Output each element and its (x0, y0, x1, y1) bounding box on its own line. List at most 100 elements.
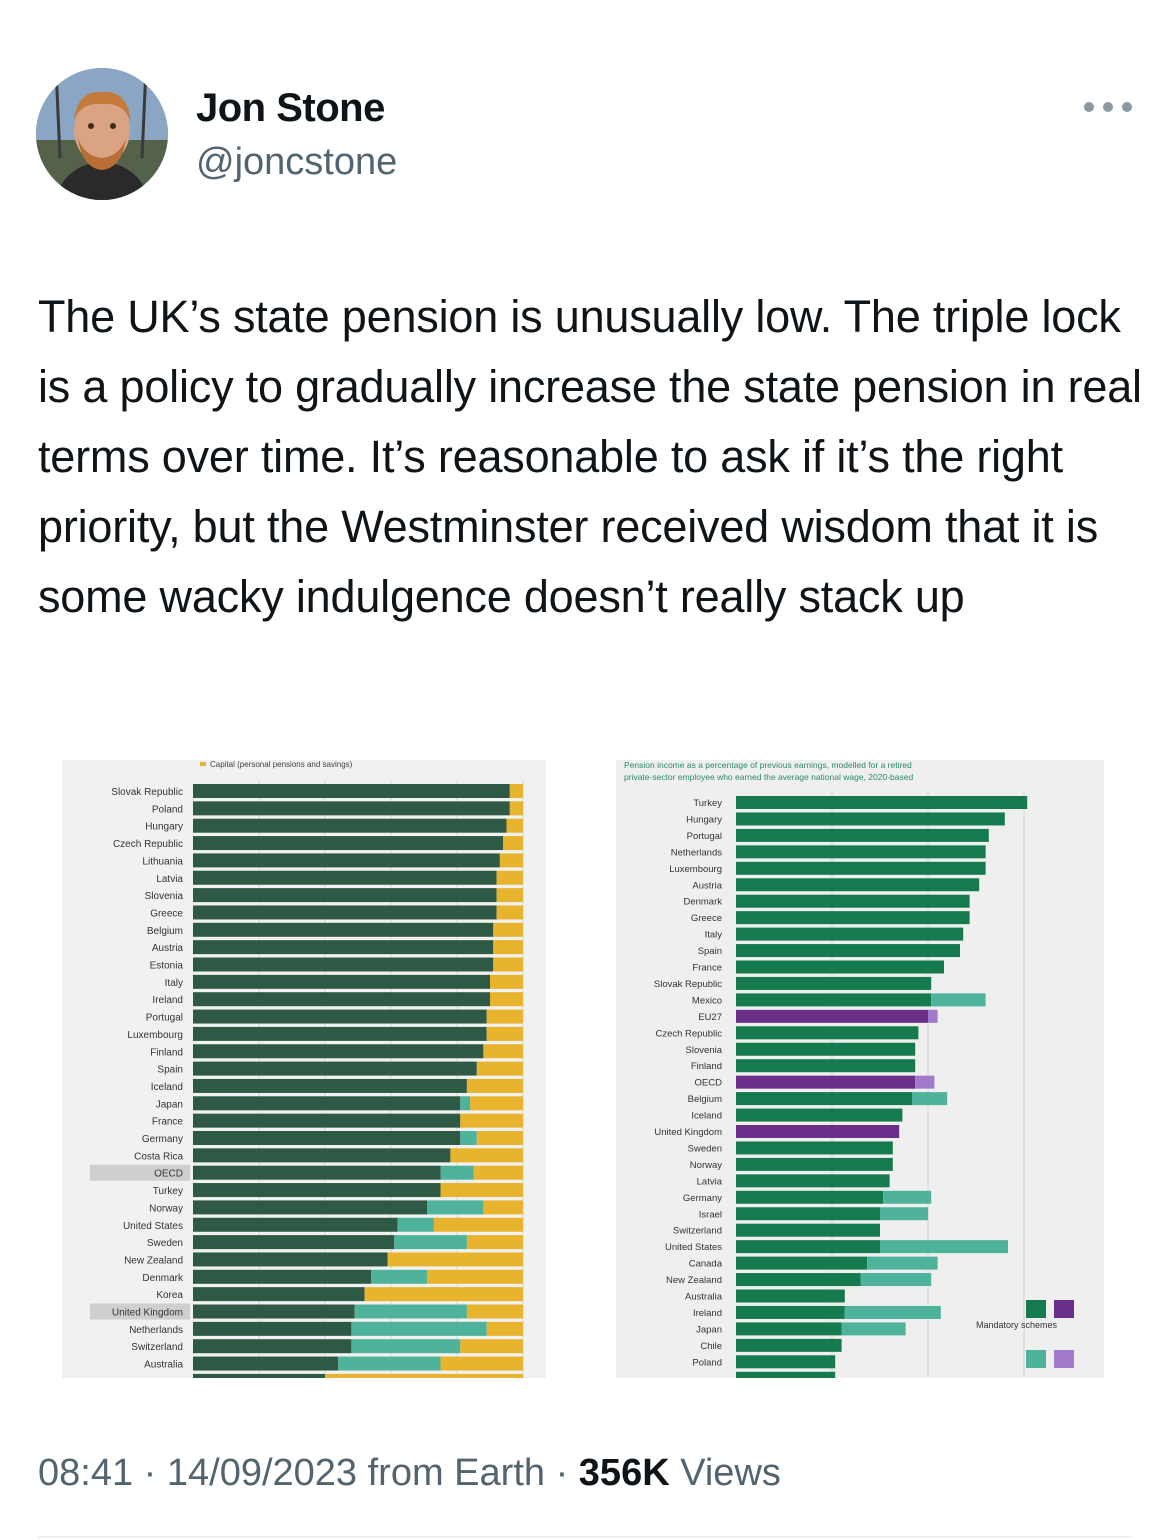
tick-label: Estonia (150, 961, 184, 972)
tick-label: Finland (150, 1047, 183, 1058)
tick-label: Italy (705, 930, 723, 941)
highlight-band (90, 1164, 190, 1181)
tick-label: Latvia (697, 1176, 723, 1187)
bar (427, 1269, 523, 1284)
bar (193, 1044, 484, 1059)
tweet-date[interactable]: 14/09/2023 (166, 1452, 358, 1494)
bar (736, 1125, 900, 1138)
bar (351, 1321, 487, 1336)
tick-label: Iceland (151, 1082, 183, 1093)
bar (476, 1061, 523, 1076)
bar (736, 944, 960, 958)
bar (736, 1108, 903, 1122)
bar (486, 1009, 523, 1024)
tick-label: Poland (152, 804, 183, 815)
tick-label: Sweden (688, 1143, 722, 1154)
bar (509, 784, 523, 798)
tweet-source: from Earth (367, 1452, 546, 1494)
bar (736, 1190, 884, 1204)
bar (496, 870, 523, 885)
bar (496, 888, 523, 903)
bar (470, 1096, 523, 1111)
tweet-time[interactable]: 08:41 (38, 1452, 134, 1494)
bar (490, 992, 523, 1007)
tick-label: France (692, 963, 722, 974)
tick-label: Sweden (147, 1238, 183, 1249)
bar-partial (193, 1373, 325, 1378)
bar (841, 1322, 906, 1336)
tick-label: Austria (152, 943, 184, 954)
bar (880, 1240, 1008, 1254)
tick-label: Greece (691, 913, 722, 924)
tick-label: Spain (698, 946, 722, 957)
bar (193, 940, 494, 955)
tick-label: Czech Republic (113, 839, 183, 850)
tick-label: Slovenia (686, 1045, 723, 1056)
tick-label: Japan (696, 1324, 722, 1335)
tick-label: Slovenia (145, 891, 184, 902)
author-handle[interactable]: @joncstone (196, 141, 398, 183)
tick-label: Australia (144, 1360, 183, 1371)
bar (880, 1207, 928, 1221)
tick-label: Portugal (146, 1013, 183, 1024)
tick-label: EU27 (698, 1012, 722, 1023)
bar (193, 1165, 441, 1180)
bar (193, 1217, 398, 1232)
bar (844, 1305, 941, 1319)
tick-label: Finland (691, 1061, 722, 1072)
bar (193, 818, 507, 833)
bar (394, 1235, 467, 1250)
legend-swatch-voluntary (1026, 1350, 1046, 1368)
tick-label: Korea (156, 1290, 183, 1301)
views-label[interactable]: Views (680, 1452, 781, 1494)
avatar[interactable] (36, 68, 168, 200)
bar (493, 940, 523, 955)
bar (736, 1223, 880, 1237)
legend-swatch-mandatory (1026, 1300, 1046, 1318)
bar (466, 1235, 523, 1250)
bar (193, 853, 500, 868)
bar (193, 1148, 451, 1163)
bar (193, 1269, 372, 1284)
bar (193, 992, 490, 1007)
views-count[interactable]: 356K (578, 1452, 670, 1494)
bar (193, 1009, 487, 1024)
bar (193, 1113, 461, 1128)
tick-label: Germany (683, 1193, 722, 1204)
tick-label: Hungary (145, 822, 183, 833)
bar (193, 1287, 365, 1302)
author-name[interactable]: Jon Stone (196, 86, 385, 130)
bar (736, 894, 970, 908)
bar (509, 801, 523, 816)
bar (193, 1356, 339, 1371)
bar (883, 1190, 932, 1204)
bar (736, 1174, 890, 1188)
tick-label: OECD (154, 1169, 183, 1180)
bar (736, 1092, 912, 1106)
bar (736, 1305, 845, 1319)
tick-label: Slovak Republic (111, 787, 183, 798)
tick-label: Australia (685, 1292, 723, 1303)
bar (736, 812, 1005, 826)
tick-label: Lithuania (142, 856, 183, 867)
tick-label: Belgium (688, 1094, 722, 1105)
bar (440, 1183, 523, 1198)
bar (440, 1165, 474, 1180)
bar (736, 878, 980, 892)
tick-label: Austria (692, 880, 722, 891)
tick-label: Mexico (692, 995, 722, 1006)
tick-label: Costa Rica (134, 1151, 183, 1162)
bar (503, 836, 523, 851)
tick-label: Luxembourg (669, 864, 722, 875)
ellipsis-icon[interactable] (1084, 100, 1132, 114)
chart-image-right[interactable]: Pension income as a percentage of previo… (616, 760, 1104, 1378)
chart-image-left[interactable]: Capital (personal pensions and savings) S… (62, 760, 546, 1378)
bar (506, 818, 523, 833)
legend-capital-label: Capital (personal pensions and savings) (210, 760, 353, 769)
tick-label: New Zealand (124, 1255, 183, 1266)
tick-label: United Kingdom (112, 1308, 183, 1319)
tick-label: Greece (150, 908, 183, 919)
chart-subtitle-line: private-sector employee who earned the a… (624, 772, 913, 782)
bar (736, 911, 970, 925)
tweet-text: The UK’s state pension is unusually low.… (38, 291, 1142, 622)
